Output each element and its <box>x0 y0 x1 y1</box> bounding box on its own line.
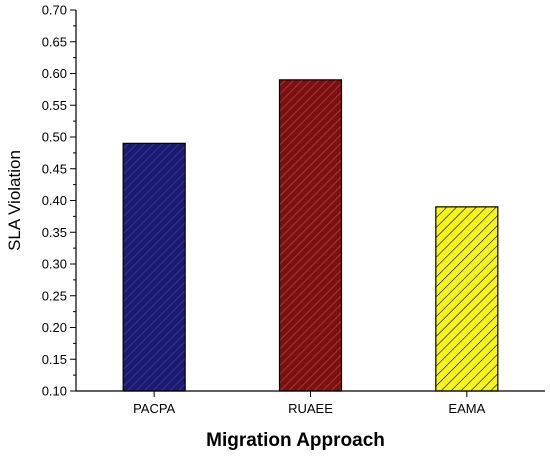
y-tick-label: 0.40 <box>42 193 67 208</box>
bar-pacpa <box>122 142 186 392</box>
bar-eama <box>435 206 499 392</box>
x-axis-title: Migration Approach <box>206 430 385 451</box>
y-tick-label: 0.30 <box>42 257 67 272</box>
y-axis-ticks: 0.10 0.15 0.20 0.25 0.30 0.35 0.40 0.45 0.50 0.55… <box>42 3 76 399</box>
y-tick-label: 0.55 <box>42 98 67 113</box>
y-tick-label: 0.70 <box>42 3 67 18</box>
y-tick-label: 0.65 <box>42 34 67 49</box>
y-tick-label: 0.35 <box>42 225 67 240</box>
y-tick-label: 0.60 <box>42 66 67 81</box>
y-tick-label: 0.20 <box>42 320 67 335</box>
bars-layer <box>122 79 499 392</box>
x-tick-label: PACPA <box>133 401 175 416</box>
y-tick-label: 0.45 <box>42 161 67 176</box>
y-axis-title: SLA Violation <box>5 150 24 251</box>
x-tick-label: RUAEE <box>288 401 333 416</box>
bar-ruaee <box>278 79 343 392</box>
x-tick-label: EAMA <box>448 401 485 416</box>
y-tick-label: 0.10 <box>42 384 67 399</box>
x-axis-ticks: PACPA RUAEE EAMA <box>133 391 486 416</box>
y-tick-label: 0.50 <box>42 130 67 145</box>
y-tick-label: 0.15 <box>42 352 67 367</box>
y-tick-label: 0.25 <box>42 288 67 303</box>
